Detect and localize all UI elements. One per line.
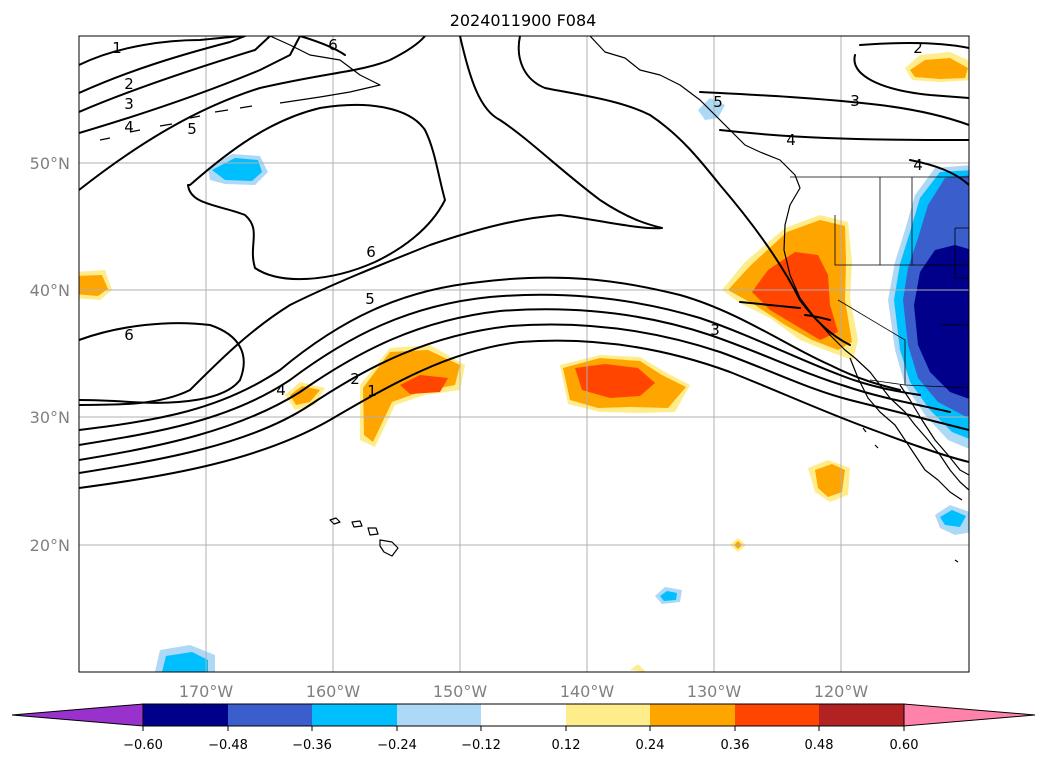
contour-labels: 1 2 3 4 5 6 6 5 4 3 2 1 6 4 3 2 4 5 <box>112 36 923 400</box>
contour-lines <box>79 36 969 489</box>
colorbar-bin <box>735 704 819 726</box>
contour-label: 6 <box>124 326 134 344</box>
negative-field-great-basin <box>888 165 969 449</box>
lon-label: 170°W <box>179 682 234 701</box>
colorbar-tick-label: −0.12 <box>461 738 501 753</box>
colorbar-tick-label: −0.48 <box>208 738 248 753</box>
colorbar-extend-low <box>11 703 144 727</box>
positive-field-subtropical <box>285 345 850 672</box>
contour-label: 1 <box>112 39 122 57</box>
lat-label: 40°N <box>30 281 70 300</box>
colorbar-extend-high <box>903 703 1036 727</box>
contour-label: 2 <box>350 370 360 388</box>
baja-islands <box>862 427 959 563</box>
colorbar-tick-label: 0.36 <box>721 738 750 753</box>
colorbar-tick-label: 0.12 <box>552 738 581 753</box>
contour-label: 5 <box>187 120 197 138</box>
contour-label: 1 <box>367 382 377 400</box>
colorbar-bin <box>650 704 735 726</box>
colorbar-frame <box>142 703 905 727</box>
lon-label: 150°W <box>433 682 488 701</box>
latitude-labels: 50°N 40°N 30°N 20°N <box>30 154 70 555</box>
contour-label: 2 <box>913 39 923 57</box>
contour-label: 2 <box>124 75 134 93</box>
contour-label: 4 <box>124 118 134 136</box>
aleutian-islands <box>99 105 253 141</box>
lat-label: 50°N <box>30 154 70 173</box>
contour-label: 3 <box>124 95 134 113</box>
contour-label: 5 <box>713 93 723 111</box>
colorbar-bin <box>397 704 481 726</box>
gulf-california-coastline <box>899 384 969 476</box>
colorbar-bin <box>228 704 312 726</box>
colorbar-bin <box>566 704 650 726</box>
colorbar-ticks <box>142 726 905 731</box>
map-panel: 1 2 3 4 5 6 6 5 4 3 2 1 6 4 3 2 4 5 <box>79 36 969 672</box>
alaska-coastline <box>269 36 381 104</box>
lat-label: 20°N <box>30 536 70 555</box>
map-frame <box>78 35 970 673</box>
colorbar-bin <box>481 704 566 726</box>
shaded-fields <box>79 52 969 672</box>
colorbar-tick-label: −0.60 <box>123 738 163 753</box>
hawaii-islands <box>329 517 399 557</box>
contour-label: 4 <box>786 131 796 149</box>
lat-label: 30°N <box>30 408 70 427</box>
longitude-labels: 170°W 160°W 150°W 140°W 130°W 120°W <box>179 682 869 701</box>
colorbar-bin <box>143 704 228 726</box>
lon-label: 160°W <box>306 682 361 701</box>
positive-field-other <box>79 52 969 300</box>
contour-label: 6 <box>366 243 376 261</box>
colorbar: −0.60 −0.48 −0.36 −0.24 −0.12 0.12 0.24 … <box>11 703 1036 753</box>
graticule <box>79 36 969 672</box>
colorbar-tick-label: 0.60 <box>890 738 919 753</box>
contour-label: 6 <box>328 36 338 54</box>
contour-label: 3 <box>710 321 720 339</box>
lon-label: 130°W <box>687 682 742 701</box>
map-background <box>79 36 969 672</box>
lon-label: 140°W <box>560 682 615 701</box>
contour-label: 3 <box>850 92 860 110</box>
figure-title: 2024011900 F084 <box>450 11 597 30</box>
lon-label: 120°W <box>814 682 869 701</box>
contour-label: 5 <box>365 290 375 308</box>
colorbar-tick-label: −0.24 <box>377 738 417 753</box>
colorbar-tick-label: 0.48 <box>805 738 834 753</box>
colorbar-bin <box>312 704 397 726</box>
colorbar-tick-label: −0.36 <box>292 738 332 753</box>
colorbar-tick-label: 0.24 <box>636 738 665 753</box>
colorbar-bin <box>819 704 904 726</box>
negative-field-other <box>155 98 969 672</box>
political-borders <box>790 176 969 389</box>
contour-label: 4 <box>276 381 286 399</box>
contour-label: 4 <box>913 156 923 174</box>
north-america-coastline <box>589 36 969 491</box>
